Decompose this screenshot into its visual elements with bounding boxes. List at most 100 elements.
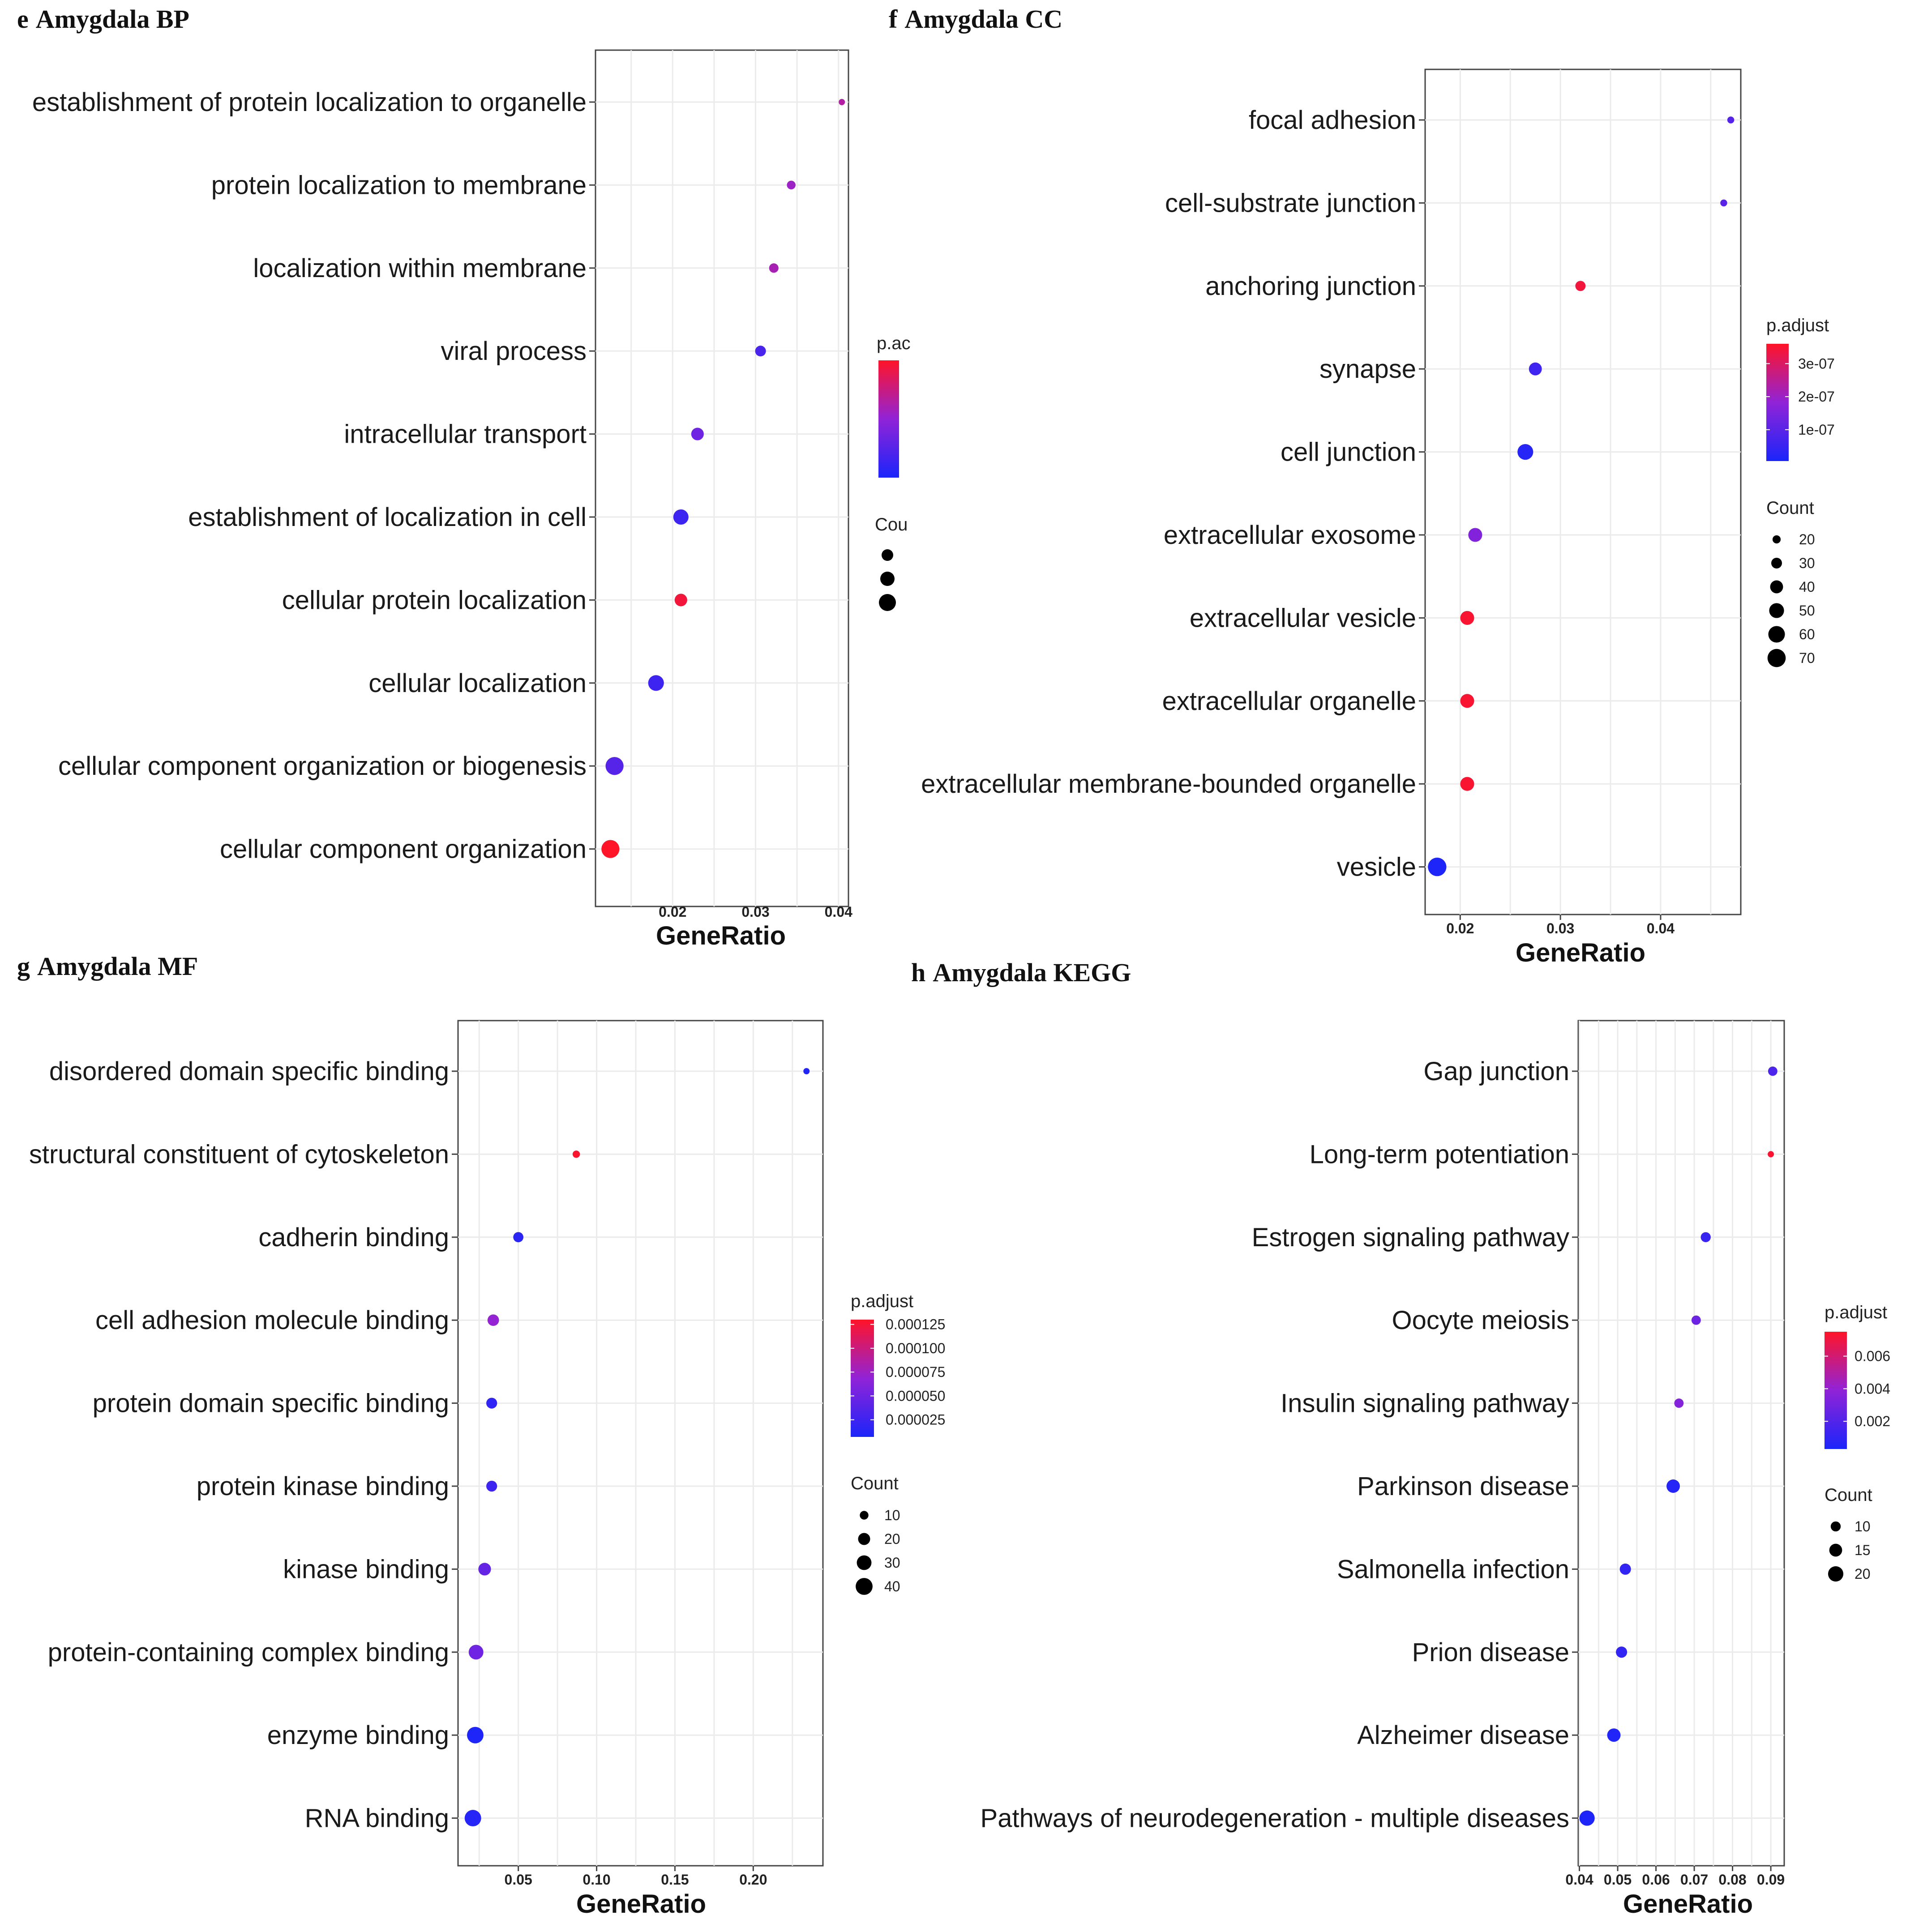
panel-g-heading: g Amygdala MF	[17, 952, 198, 981]
panel-letter: g	[17, 952, 30, 981]
x-axis-title: GeneRatio	[576, 1889, 706, 1919]
size-legend-label: 20	[884, 1531, 900, 1547]
color-legend-label: 0.000125	[886, 1316, 945, 1333]
term-label: Insulin signaling pathway	[1281, 1389, 1569, 1418]
data-point	[839, 99, 845, 105]
size-legend-label: 20	[1855, 1566, 1871, 1582]
data-point	[1727, 116, 1735, 124]
x-tick-label: 0.06	[1642, 1872, 1670, 1888]
color-legend-label: 2e-07	[1798, 389, 1835, 405]
size-legend-label: 30	[884, 1555, 900, 1571]
size-legend-label: 20	[1799, 531, 1815, 547]
panel-e-heading: e Amygdala BP	[17, 4, 189, 34]
size-legend-dot	[879, 594, 896, 611]
size-legend-dot	[882, 549, 893, 561]
color-legend-title: p.adjust	[851, 1291, 913, 1311]
term-label: establishment of protein localization to…	[32, 88, 587, 117]
x-tick-label: 0.04	[825, 904, 852, 920]
data-point	[1674, 1398, 1684, 1408]
data-point	[1666, 1479, 1680, 1493]
size-legend-label: 15	[1855, 1542, 1871, 1558]
term-label: anchoring junction	[1205, 272, 1416, 301]
size-legend-dot	[1771, 558, 1782, 568]
x-tick-label: 0.20	[739, 1872, 767, 1888]
color-legend-bar	[851, 1320, 874, 1437]
panel-h-heading: h Amygdala KEGG	[911, 958, 1131, 987]
data-point	[1700, 1232, 1711, 1242]
x-tick-label: 0.04	[1565, 1872, 1593, 1888]
plot-frame	[1577, 1020, 1785, 1867]
data-point	[605, 757, 624, 775]
color-legend-label: 0.006	[1855, 1348, 1890, 1364]
size-legend-label: 10	[1855, 1518, 1871, 1534]
color-legend-bar	[878, 360, 899, 478]
x-axis-title: GeneRatio	[1516, 938, 1645, 967]
data-point	[486, 1480, 497, 1492]
term-label: extracellular membrane-bounded organelle	[921, 769, 1416, 799]
panel-letter: h	[911, 958, 925, 987]
x-tick-label: 0.09	[1757, 1872, 1785, 1888]
term-label: cadherin binding	[258, 1223, 449, 1252]
term-label: protein kinase binding	[197, 1472, 449, 1501]
size-legend-title: Count	[1766, 498, 1814, 518]
color-legend-bar	[1825, 1332, 1847, 1449]
color-legend-label: 0.002	[1855, 1413, 1890, 1429]
size-legend-label: 40	[884, 1578, 900, 1594]
panel-letter: e	[17, 4, 29, 34]
size-legend-dot	[1828, 1566, 1844, 1582]
data-point	[1529, 362, 1542, 376]
term-label: Pathways of neurodegeneration - multiple…	[981, 1804, 1569, 1833]
x-tick-label: 0.10	[583, 1872, 610, 1888]
data-point	[1428, 857, 1447, 876]
size-legend-label: 10	[884, 1507, 900, 1523]
x-tick-label: 0.03	[741, 904, 769, 920]
term-label: cell junction	[1281, 438, 1416, 467]
data-point	[478, 1563, 491, 1576]
term-label: cellular component organization	[220, 835, 587, 864]
data-point	[1579, 1810, 1595, 1826]
data-point	[1517, 444, 1533, 460]
data-point	[769, 263, 779, 273]
data-point	[1616, 1646, 1628, 1658]
size-legend-title: Cou	[875, 515, 908, 534]
size-legend-dot	[1769, 603, 1784, 618]
size-legend-dot	[1767, 649, 1786, 667]
data-point	[1468, 528, 1482, 542]
term-label: Long-term potentiation	[1310, 1140, 1569, 1169]
x-tick-label: 0.02	[1446, 920, 1474, 936]
term-label: intracellular transport	[344, 420, 587, 449]
term-label: cellular component organization or bioge…	[58, 752, 587, 781]
x-tick-label: 0.02	[659, 904, 686, 920]
data-point	[787, 180, 796, 190]
data-point	[1460, 611, 1474, 625]
term-label: protein domain specific binding	[93, 1389, 449, 1418]
size-legend-label: 50	[1799, 603, 1815, 619]
color-legend-label: 0.000050	[886, 1388, 945, 1404]
x-tick-label: 0.05	[505, 1872, 532, 1888]
term-label: extracellular organelle	[1162, 687, 1416, 716]
data-point	[468, 1645, 484, 1660]
x-tick-label: 0.05	[1604, 1872, 1632, 1888]
size-legend-dot	[860, 1511, 869, 1520]
term-label: RNA binding	[305, 1804, 449, 1833]
term-label: cell-substrate junction	[1165, 188, 1416, 218]
data-point	[464, 1810, 481, 1827]
size-legend-dot	[856, 1578, 873, 1595]
term-label: cellular protein localization	[282, 586, 587, 615]
panel-g: g Amygdala MF disordered domain specific b…	[17, 952, 945, 1919]
data-point	[1460, 694, 1474, 708]
term-label: vesicle	[1337, 853, 1416, 882]
x-tick-label: 0.08	[1718, 1872, 1746, 1888]
term-label: Gap junction	[1423, 1057, 1569, 1086]
panel-title: Amygdala MF	[37, 952, 198, 981]
data-point	[1768, 1066, 1778, 1076]
term-label: viral process	[441, 337, 587, 366]
term-label: enzyme binding	[267, 1721, 449, 1750]
color-legend-bar	[1766, 344, 1789, 461]
color-legend-label: 0.000025	[886, 1412, 945, 1428]
term-label: focal adhesion	[1249, 106, 1416, 135]
color-legend-label: 0.000075	[886, 1364, 945, 1380]
size-legend-dot	[1768, 626, 1785, 643]
data-point	[513, 1232, 524, 1243]
data-point	[1607, 1728, 1621, 1742]
